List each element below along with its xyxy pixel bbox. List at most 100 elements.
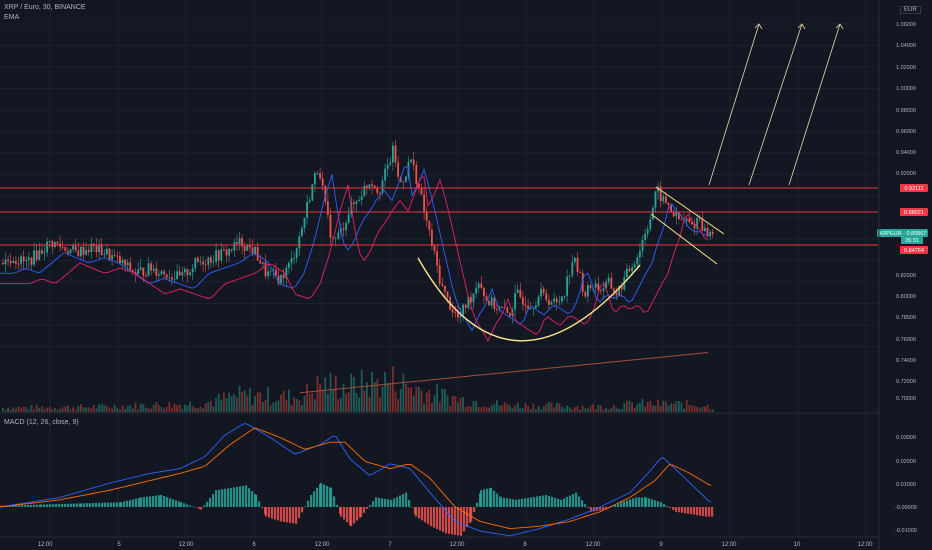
candle-body	[373, 185, 376, 188]
volume-bar	[59, 408, 61, 412]
macd-histogram-bar	[113, 502, 116, 507]
macd-histogram-bar	[316, 487, 319, 507]
candle-body	[600, 290, 602, 292]
volume-bar	[558, 403, 561, 412]
macd-histogram-bar	[518, 499, 521, 507]
volume-bar	[503, 402, 506, 412]
volume-bar	[641, 398, 644, 412]
macd-legend[interactable]: MACD (12, 26, close, 9)	[4, 419, 79, 426]
volume-bar	[347, 392, 350, 412]
candle-body	[467, 296, 470, 308]
volume-bar	[659, 405, 662, 412]
macd-histogram-bar	[483, 489, 486, 507]
volume-bar	[129, 405, 132, 412]
volume-bar	[230, 396, 233, 412]
volume-bar	[566, 405, 568, 412]
macd-histogram-bar	[333, 496, 336, 507]
candle-body	[685, 218, 688, 222]
macd-histogram-bar	[575, 492, 578, 507]
volume-bar	[277, 400, 280, 412]
macd-histogram-bar	[9, 505, 12, 507]
volume-bar	[428, 389, 431, 412]
volume-bar	[301, 405, 303, 412]
candle-body	[366, 185, 368, 188]
macd-histogram-bar	[711, 507, 714, 517]
ema-legend[interactable]: EMA	[4, 14, 20, 21]
volume-bar	[472, 401, 475, 412]
macd-histogram-bar	[657, 501, 660, 507]
volume-bar	[243, 390, 246, 412]
macd-histogram-bar	[271, 507, 274, 519]
volume-bar	[267, 387, 269, 412]
candle-body	[251, 247, 254, 255]
macd-histogram-bar	[233, 487, 236, 507]
volume-bar	[418, 386, 420, 412]
volume-bar	[108, 407, 111, 412]
candle-body	[316, 173, 319, 174]
macd-histogram-bar	[198, 507, 201, 509]
volume-bar	[249, 387, 251, 412]
macd-histogram-bar	[107, 502, 110, 507]
volume-bar	[82, 407, 85, 412]
macd-histogram-bar	[313, 491, 316, 507]
candle-body	[111, 255, 113, 260]
volume-bar	[436, 384, 438, 412]
volume-bar	[22, 406, 25, 412]
time-tick-label: 5	[117, 542, 121, 548]
volume-bar	[345, 393, 347, 412]
candle-body	[633, 264, 636, 268]
macd-histogram-bar	[255, 495, 258, 507]
volume-bar	[191, 406, 194, 412]
volume-bar	[67, 405, 69, 412]
candle-body	[22, 256, 25, 262]
candle-body	[145, 275, 147, 277]
volume-bar	[475, 401, 477, 412]
drawings[interactable]	[0, 23, 878, 342]
volume-bar	[493, 404, 496, 412]
candle-body	[574, 257, 576, 263]
volume-bar	[537, 406, 540, 412]
candle-body	[659, 186, 662, 202]
volume-bar	[337, 399, 340, 412]
volume-bar	[587, 408, 589, 412]
candle-body	[553, 298, 555, 302]
volume-bar	[628, 400, 631, 412]
candle-body	[147, 263, 150, 276]
volume-bar	[262, 401, 264, 412]
volume-bar	[275, 401, 277, 412]
candle-body	[306, 202, 308, 218]
candle-body	[254, 246, 256, 255]
macd-histogram-bar	[206, 501, 209, 507]
candle-body	[95, 246, 98, 253]
macd-histogram-bar	[227, 488, 230, 507]
candle-body	[610, 277, 613, 289]
volume-bar	[527, 406, 529, 412]
volume-bar	[704, 406, 706, 412]
candle-body	[191, 268, 194, 273]
candle-body	[215, 250, 217, 262]
volume-bar	[350, 373, 353, 412]
candle-body	[597, 283, 600, 291]
volume-bar	[43, 409, 46, 412]
macd-histogram-bar	[451, 507, 454, 535]
macd-histogram-bar	[675, 507, 678, 512]
volume-bar	[103, 405, 106, 412]
candle-body	[441, 283, 444, 286]
candle-body	[347, 214, 350, 223]
symbol-legend[interactable]: XRP / Euro, 30, BINANCE	[4, 4, 86, 11]
candle-body	[301, 228, 303, 237]
candle-body	[90, 243, 93, 253]
volume-bar	[9, 409, 12, 412]
candle-body	[353, 202, 355, 205]
currency-label[interactable]: EUR	[900, 6, 921, 14]
macd-tick-label: 0.03000	[896, 435, 916, 441]
macd-histogram-bar	[473, 507, 476, 513]
candle-body	[620, 286, 623, 290]
macd-histogram-bar	[80, 503, 83, 507]
macd-histogram-bar	[629, 499, 632, 507]
volume-bar	[158, 404, 160, 412]
volume-bar	[186, 405, 189, 412]
candle-body	[189, 272, 191, 276]
volume-bar	[522, 408, 524, 412]
